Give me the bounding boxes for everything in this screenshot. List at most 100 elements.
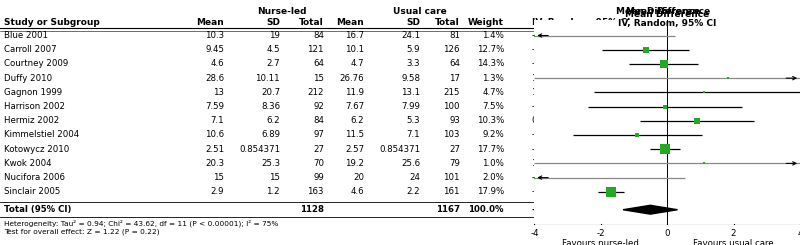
Text: 126: 126 bbox=[443, 45, 460, 54]
Text: 97: 97 bbox=[313, 131, 324, 139]
Text: 1128: 1128 bbox=[300, 205, 324, 214]
Text: 6.2: 6.2 bbox=[350, 116, 364, 125]
Text: IV, Random, 95% CI: IV, Random, 95% CI bbox=[532, 18, 630, 26]
Text: Mean Difference: Mean Difference bbox=[625, 10, 710, 19]
Text: 6.2: 6.2 bbox=[266, 116, 280, 125]
Text: -5.00 [-10.54, 0.54]: -5.00 [-10.54, 0.54] bbox=[532, 173, 616, 182]
Polygon shape bbox=[623, 205, 678, 214]
Text: 1.2: 1.2 bbox=[266, 187, 280, 196]
Text: 12.7%: 12.7% bbox=[477, 45, 504, 54]
Text: 1.10 [-2.19, 4.39]: 1.10 [-2.19, 4.39] bbox=[532, 88, 607, 97]
Text: 20: 20 bbox=[353, 173, 364, 182]
Text: Favours nurse-led: Favours nurse-led bbox=[562, 239, 639, 245]
Text: SD: SD bbox=[266, 18, 280, 26]
Text: Nucifora 2006: Nucifora 2006 bbox=[4, 173, 65, 182]
Text: 79: 79 bbox=[449, 159, 460, 168]
Text: 84: 84 bbox=[313, 31, 324, 40]
Text: Carroll 2007: Carroll 2007 bbox=[4, 45, 57, 54]
Text: 24.1: 24.1 bbox=[401, 31, 420, 40]
Text: IV, Random, 95% CI: IV, Random, 95% CI bbox=[618, 19, 716, 28]
Text: 10.3%: 10.3% bbox=[477, 116, 504, 125]
Text: 2.2: 2.2 bbox=[406, 187, 420, 196]
Text: 93: 93 bbox=[449, 116, 460, 125]
Text: 8.36: 8.36 bbox=[261, 102, 280, 111]
Text: 0: 0 bbox=[665, 229, 670, 238]
Text: 1.3%: 1.3% bbox=[482, 74, 504, 83]
Text: 81: 81 bbox=[449, 31, 460, 40]
Text: 13: 13 bbox=[213, 88, 224, 97]
Text: 20.7: 20.7 bbox=[261, 88, 280, 97]
Text: Mean: Mean bbox=[336, 18, 364, 26]
Text: Sinclair 2005: Sinclair 2005 bbox=[4, 187, 60, 196]
Text: Harrison 2002: Harrison 2002 bbox=[4, 102, 65, 111]
Text: 7.5%: 7.5% bbox=[482, 102, 504, 111]
Text: -0.06 [-0.52, 0.40]: -0.06 [-0.52, 0.40] bbox=[532, 145, 610, 154]
Text: Mean Difference: Mean Difference bbox=[626, 7, 710, 16]
Text: -1.70 [-2.09, -1.31]: -1.70 [-2.09, -1.31] bbox=[532, 187, 614, 196]
Text: 6.89: 6.89 bbox=[261, 131, 280, 139]
Text: 101: 101 bbox=[443, 173, 460, 182]
Text: 3.3: 3.3 bbox=[406, 60, 420, 68]
Text: 27: 27 bbox=[449, 145, 460, 154]
Text: 7.67: 7.67 bbox=[345, 102, 364, 111]
Text: -4: -4 bbox=[530, 229, 538, 238]
Text: Mean: Mean bbox=[196, 18, 224, 26]
Text: 2: 2 bbox=[731, 229, 736, 238]
Text: 15: 15 bbox=[213, 173, 224, 182]
Text: -0.51 [-1.33, 0.31]: -0.51 [-1.33, 0.31] bbox=[532, 205, 620, 214]
Text: 17.7%: 17.7% bbox=[477, 145, 504, 154]
Text: 10.1: 10.1 bbox=[345, 45, 364, 54]
Text: 100: 100 bbox=[443, 102, 460, 111]
Text: 4.5: 4.5 bbox=[266, 45, 280, 54]
Text: 25.6: 25.6 bbox=[401, 159, 420, 168]
Text: 7.1: 7.1 bbox=[210, 116, 224, 125]
Text: Courtney 2009: Courtney 2009 bbox=[4, 60, 68, 68]
Text: 10.6: 10.6 bbox=[205, 131, 224, 139]
Text: 20.3: 20.3 bbox=[205, 159, 224, 168]
Text: Kwok 2004: Kwok 2004 bbox=[4, 159, 52, 168]
Text: 5.3: 5.3 bbox=[406, 116, 420, 125]
Text: 1.84 [-5.01, 8.69]: 1.84 [-5.01, 8.69] bbox=[532, 74, 607, 83]
Text: 4.7: 4.7 bbox=[350, 60, 364, 68]
Text: Test for overall effect: Z = 1.22 (P = 0.22): Test for overall effect: Z = 1.22 (P = 0… bbox=[4, 229, 160, 235]
Text: 92: 92 bbox=[313, 102, 324, 111]
Text: 1.0%: 1.0% bbox=[482, 159, 504, 168]
Text: 19.2: 19.2 bbox=[345, 159, 364, 168]
Text: 9.45: 9.45 bbox=[205, 45, 224, 54]
Text: Gagnon 1999: Gagnon 1999 bbox=[4, 88, 62, 97]
Text: 99: 99 bbox=[314, 173, 324, 182]
Text: 1.10 [-7.09, 9.29]: 1.10 [-7.09, 9.29] bbox=[532, 159, 607, 168]
Text: 0.90 [-0.81, 2.61]: 0.90 [-0.81, 2.61] bbox=[532, 116, 607, 125]
Text: Total: Total bbox=[299, 18, 324, 26]
Text: 17: 17 bbox=[449, 74, 460, 83]
Text: 0.854371: 0.854371 bbox=[239, 145, 280, 154]
Text: Mean Difference: Mean Difference bbox=[616, 7, 700, 15]
Text: 26.76: 26.76 bbox=[339, 74, 364, 83]
Text: Study or Subgroup: Study or Subgroup bbox=[4, 18, 100, 26]
Text: 11.9: 11.9 bbox=[345, 88, 364, 97]
Text: 84: 84 bbox=[313, 116, 324, 125]
Text: 64: 64 bbox=[313, 60, 324, 68]
Text: 0.854371: 0.854371 bbox=[379, 145, 420, 154]
Text: Heterogeneity: Tau² = 0.94; Chi² = 43.62, df = 11 (P < 0.00001); I² = 75%: Heterogeneity: Tau² = 0.94; Chi² = 43.62… bbox=[4, 220, 278, 227]
Text: Kotowycz 2010: Kotowycz 2010 bbox=[4, 145, 70, 154]
Text: 7.1: 7.1 bbox=[406, 131, 420, 139]
Text: 24: 24 bbox=[409, 173, 420, 182]
Text: 100.0%: 100.0% bbox=[469, 205, 504, 214]
Text: 4.7%: 4.7% bbox=[482, 88, 504, 97]
Text: 161: 161 bbox=[443, 187, 460, 196]
Text: -0.10 [-1.14, 0.94]: -0.10 [-1.14, 0.94] bbox=[532, 60, 610, 68]
Text: 19: 19 bbox=[269, 31, 280, 40]
Text: 1167: 1167 bbox=[436, 205, 460, 214]
Text: 4.6: 4.6 bbox=[210, 60, 224, 68]
Text: 121: 121 bbox=[307, 45, 324, 54]
Text: 2.7: 2.7 bbox=[266, 60, 280, 68]
Text: Total: Total bbox=[435, 18, 460, 26]
Text: 2.9: 2.9 bbox=[210, 187, 224, 196]
Text: 14.3%: 14.3% bbox=[477, 60, 504, 68]
Text: Usual care: Usual care bbox=[393, 7, 447, 15]
Text: 64: 64 bbox=[449, 60, 460, 68]
Text: -6.40 [-13.04, 0.24]: -6.40 [-13.04, 0.24] bbox=[532, 31, 616, 40]
Text: 2.51: 2.51 bbox=[205, 145, 224, 154]
Text: 163: 163 bbox=[307, 187, 324, 196]
